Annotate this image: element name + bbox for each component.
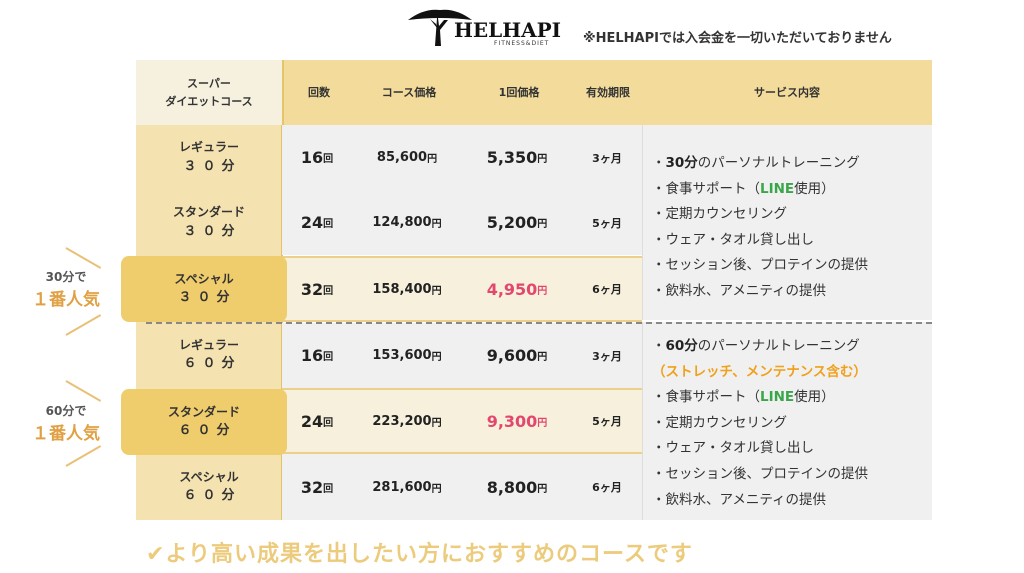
session-count: 16 回 [300, 346, 334, 365]
expiry: 3ヶ月 [592, 349, 622, 363]
popular-label-line2: １番人気 [32, 290, 100, 310]
table-row-highlighted: 32 回 158,400 円 4,950 円 6ヶ月 [282, 256, 642, 322]
course-name: スタンダード [167, 404, 240, 419]
popular-label-line1: 30分で [45, 270, 87, 284]
header-expiry: 有効期限 [574, 60, 642, 125]
header-course-price: コース価格 [354, 60, 464, 125]
course-name: スタンダード [172, 205, 245, 220]
popular-label-60: 60分で １番人気 [26, 402, 106, 444]
course-duration: ６０分 [183, 488, 241, 504]
course-name-cell: スタンダード ３０分 [136, 190, 282, 255]
course-duration: ３０分 [183, 158, 241, 174]
unit-price: 8,800 円 [486, 477, 548, 497]
service-item: ・セッション後、プロテインの提供 [652, 257, 868, 274]
decor-line [65, 380, 102, 402]
course-name-cell: レギュラー ６０分 [136, 322, 282, 388]
popular-label-30: 30分で １番人気 [26, 268, 106, 310]
unit-price: 5,350 円 [486, 148, 548, 167]
table-row: 24 回 124,800 円 5,200 円 5ヶ月 [282, 190, 642, 255]
brand-tagline: FITNESS&DIET [494, 40, 550, 47]
service-item: ・定期カウンセリング [652, 206, 787, 223]
service-item: ・ウェア・タオル貸し出し [652, 440, 814, 457]
course-duration: ３０分 [183, 223, 241, 239]
service-item: ・ウェア・タオル貸し出し [652, 231, 814, 248]
course-duration: ３０分 [178, 290, 236, 306]
header-count: 回数 [284, 60, 354, 125]
brand-logo: HELHAPI FITNESS&DIET [404, 4, 564, 48]
table-row: 16 回 85,600 円 5,350 円 3ヶ月 [282, 125, 642, 190]
header-service: サービス内容 [642, 60, 932, 125]
expiry: 6ヶ月 [592, 481, 622, 494]
price-table: スーパーダイエットコース 回数 コース価格 1回価格 有効期限 サービス内容 レ… [136, 60, 932, 520]
acacia-tree-icon [408, 9, 472, 46]
header-course-line2: ダイエットコース [165, 94, 253, 108]
table-row: 32 回 281,600 円 8,800 円 6ヶ月 [282, 454, 642, 520]
service-list-30: ・30分のパーソナルトレーニング ・食事サポート（LINE使用） ・定期カウンセ… [652, 151, 868, 305]
course-price: 153,600 円 [372, 348, 442, 363]
header-unit-price: 1回価格 [464, 60, 574, 125]
service-item: ・食事サポート（LINE使用） [652, 389, 835, 406]
unit-price: 9,600 円 [486, 346, 548, 365]
expiry: 6ヶ月 [592, 283, 622, 296]
session-count: 16 回 [300, 148, 334, 167]
service-list-60: ・60分のパーソナルトレーニング （ストレッチ、メンテナンス含む） ・食事サポー… [652, 334, 868, 513]
course-price: 281,600 円 [372, 479, 442, 495]
session-count: 24 回 [300, 213, 334, 232]
service-panel-30 [642, 125, 932, 320]
brand-name: HELHAPI [454, 18, 562, 42]
session-count: 24 回 [300, 411, 334, 431]
session-count: 32 回 [300, 279, 334, 299]
unit-price: 4,950 円 [486, 279, 548, 299]
course-name-cell: スペシャル ６０分 [136, 454, 282, 520]
course-name: スペシャル [174, 271, 234, 286]
course-name: レギュラー [178, 337, 239, 352]
course-price: 223,200 円 [372, 413, 442, 429]
table-row: 16 回 153,600 円 9,600 円 3ヶ月 [282, 323, 642, 388]
course-name: レギュラー [178, 140, 239, 155]
course-duration: ６０分 [183, 356, 241, 372]
unit-price: 5,200 円 [486, 213, 548, 232]
decor-line [65, 247, 102, 269]
course-name-cell: レギュラー ３０分 [136, 125, 282, 190]
course-price: 124,800 円 [372, 215, 442, 230]
service-item: ・食事サポート（LINE使用） [652, 180, 835, 197]
service-panel-60 [642, 322, 932, 520]
decor-line [65, 445, 102, 467]
service-item: ・30分のパーソナルトレーニング [652, 155, 860, 171]
no-fee-notice: ※HELHAPIでは入会金を一切いただいておりません [583, 31, 892, 46]
service-item: （ストレッチ、メンテナンス含む） [652, 363, 867, 380]
expiry: 5ヶ月 [592, 415, 622, 428]
decor-line [65, 314, 102, 336]
session-count: 32 回 [300, 477, 334, 497]
service-item: ・飲料水、アメニティの提供 [652, 282, 827, 299]
popular-label-line1: 60分で [45, 404, 87, 418]
course-name: スペシャル [179, 469, 239, 484]
popular-label-line2: １番人気 [32, 424, 100, 444]
popular-course-badge-60: スタンダード ６０分 [121, 389, 287, 455]
recommendation-footer: ✔より高い成果を出したい方におすすめのコースです [146, 542, 693, 567]
service-item: ・60分のパーソナルトレーニング [652, 338, 860, 354]
expiry: 3ヶ月 [592, 151, 622, 165]
popular-course-badge-30: スペシャル ３０分 [121, 256, 287, 322]
service-item: ・セッション後、プロテインの提供 [652, 465, 868, 482]
header-divider [282, 60, 284, 125]
expiry: 5ヶ月 [592, 216, 622, 230]
service-item: ・定期カウンセリング [652, 414, 787, 431]
unit-price: 9,300 円 [486, 411, 548, 431]
course-price: 158,400 円 [372, 281, 442, 297]
course-duration: ６０分 [178, 423, 236, 439]
section-divider [146, 322, 932, 324]
header-course-line1: スーパー [187, 76, 231, 90]
service-item: ・飲料水、アメニティの提供 [652, 491, 827, 508]
table-row-highlighted: 24 回 223,200 円 9,300 円 5ヶ月 [282, 388, 642, 454]
course-price: 85,600 円 [376, 150, 438, 165]
header-course-name: スーパーダイエットコース [136, 60, 282, 125]
